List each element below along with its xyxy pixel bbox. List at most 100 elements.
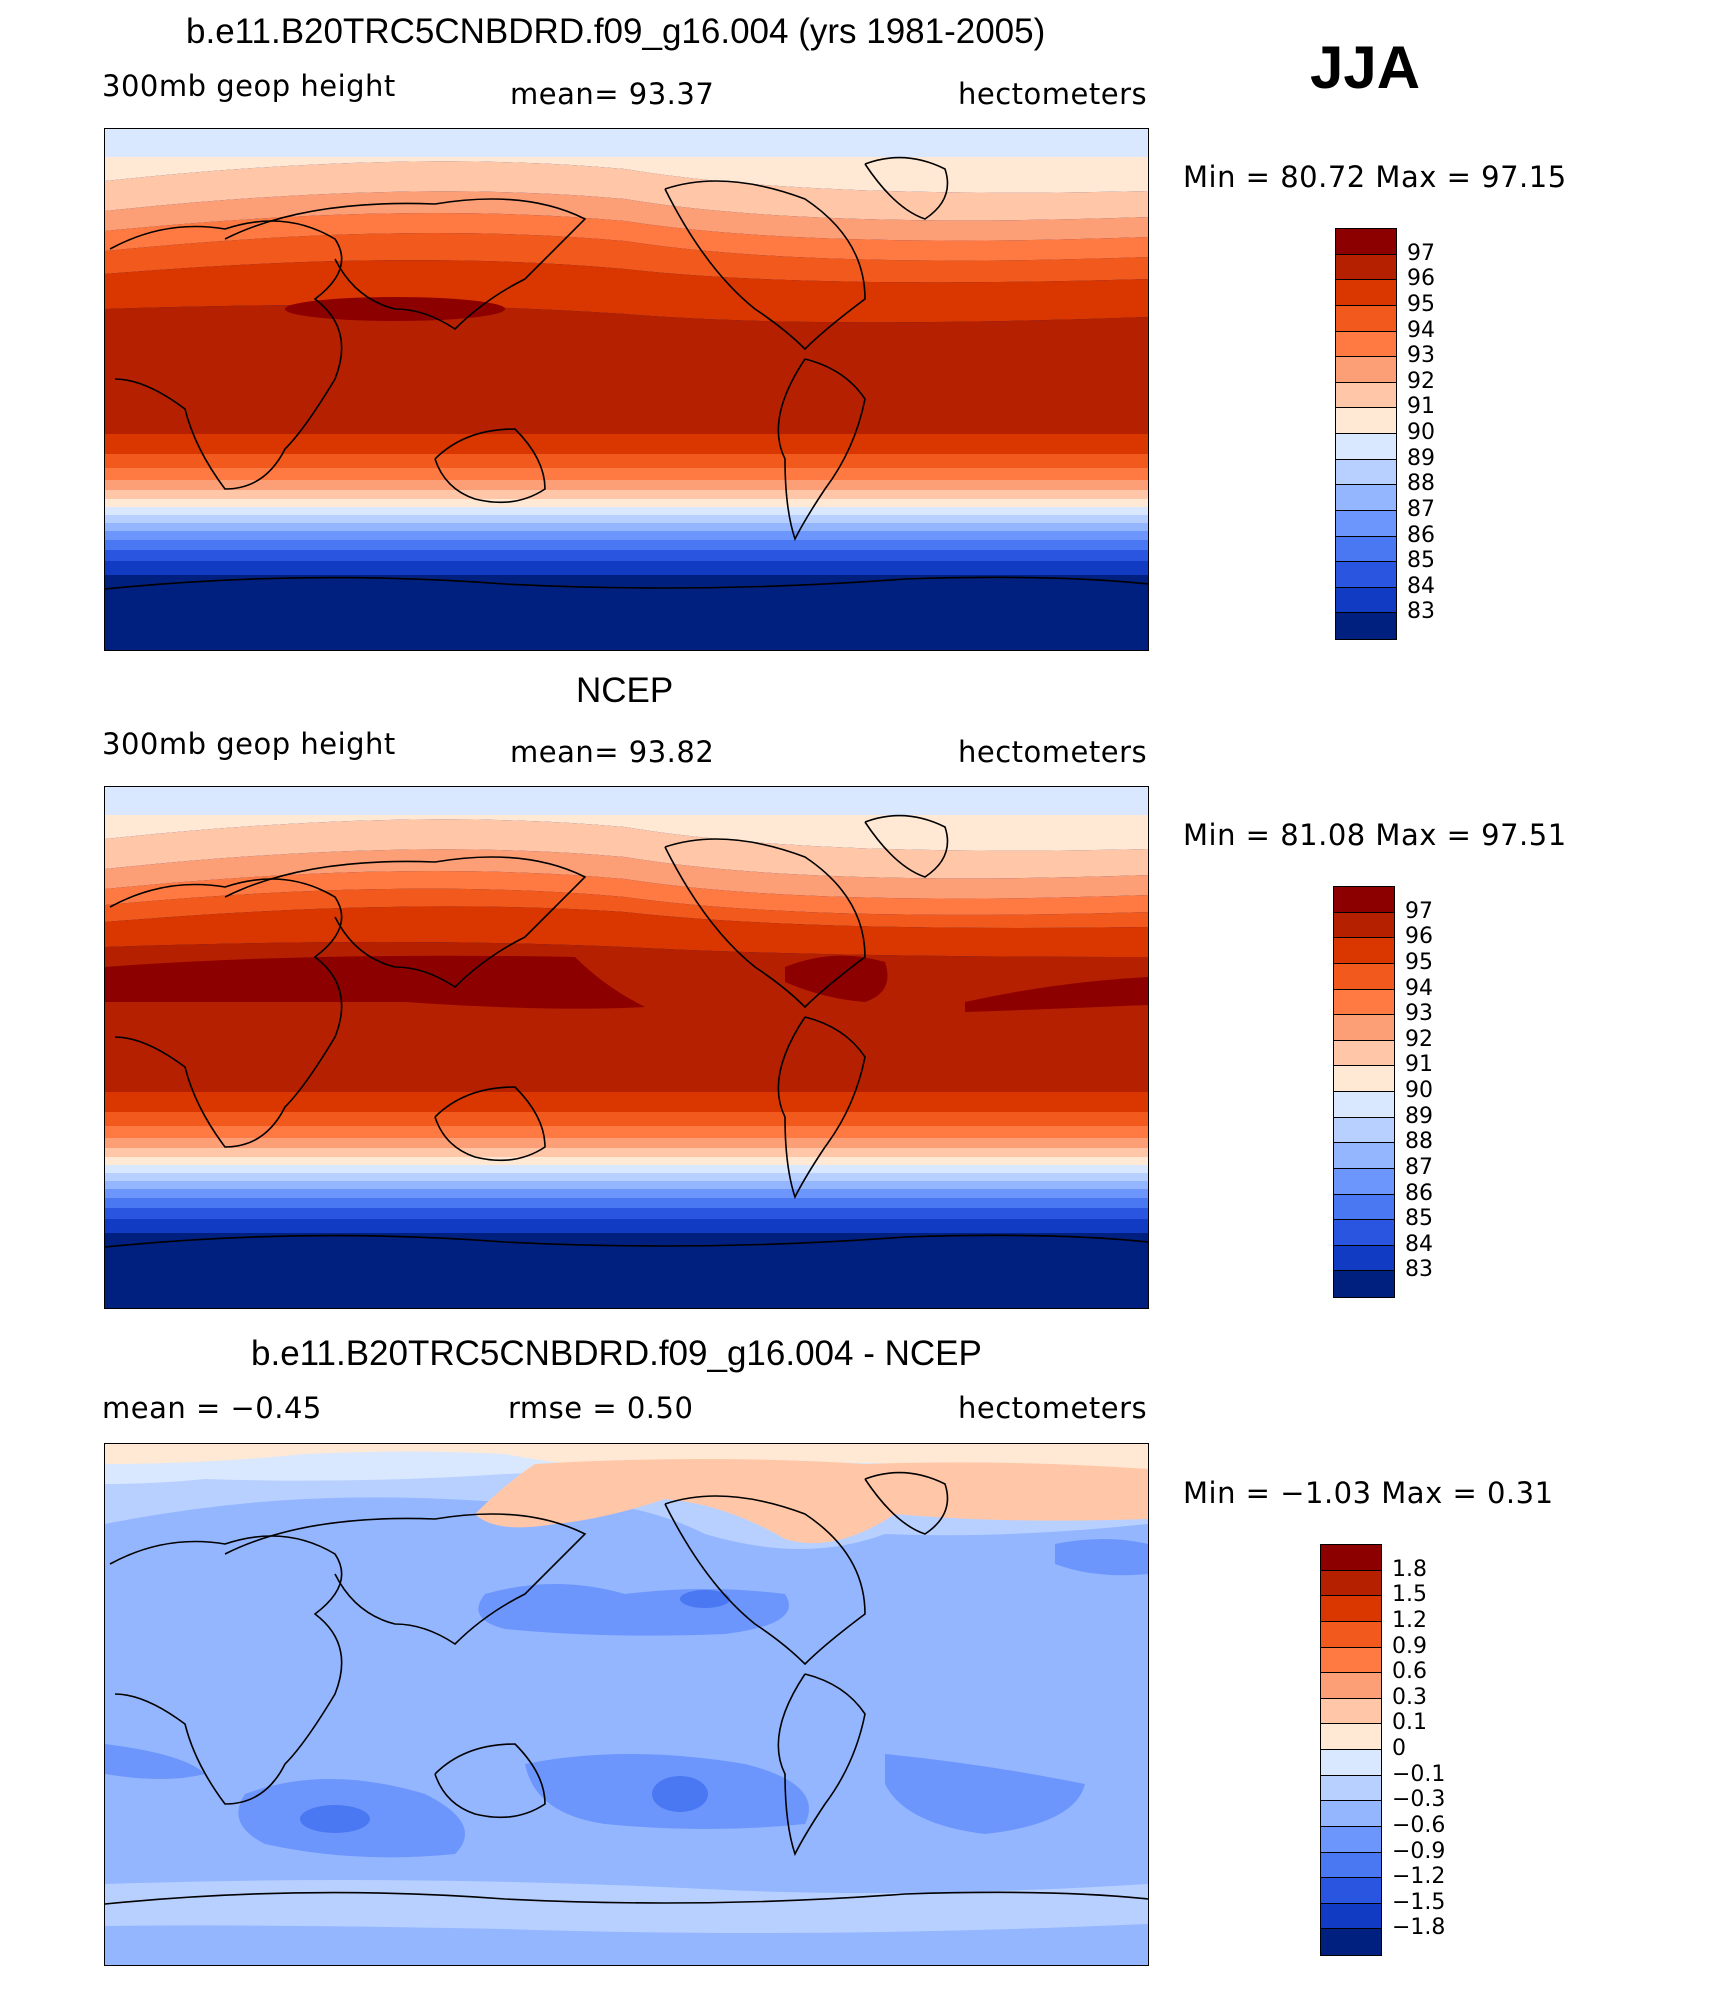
colorbar-tick-label: 86 [1405, 1180, 1433, 1206]
colorbar-segment [1321, 1596, 1381, 1622]
colorbar-tick-label: 90 [1405, 1078, 1433, 1103]
colorbar-segment [1336, 382, 1396, 409]
colorbar-segment [1336, 562, 1396, 588]
colorbar-tick-label: 85 [1407, 548, 1435, 574]
colorbar-segment [1336, 254, 1396, 281]
colorbar-segment [1336, 587, 1396, 614]
panel3-units-label: hectometers [958, 1391, 1148, 1425]
colorbar-segment [1334, 1168, 1394, 1195]
colorbar-segment [1321, 1903, 1381, 1930]
colorbar-tick-label: 94 [1405, 975, 1433, 1001]
colorbar-tick-label: −0.3 [1392, 1787, 1446, 1813]
colorbar-segment [1321, 1852, 1381, 1879]
colorbar-segment [1321, 1545, 1381, 1571]
colorbar-tick-label: 90 [1407, 420, 1435, 445]
colorbar-segment [1336, 357, 1396, 383]
colorbar-tick-label: 96 [1407, 266, 1435, 292]
panel2-units-label: hectometers [958, 735, 1148, 769]
colorbar-segment [1336, 280, 1396, 306]
colorbar-segment [1321, 1929, 1381, 1955]
colorbar-segment [1321, 1621, 1381, 1648]
colorbar-segment [1336, 331, 1396, 358]
panel3-colorbar [1320, 1544, 1382, 1956]
colorbar-segment [1336, 229, 1396, 255]
colorbar-tick-label: 96 [1405, 924, 1433, 950]
panel1-map [104, 128, 1149, 651]
colorbar-segment [1336, 408, 1396, 434]
colorbar-segment [1334, 912, 1394, 939]
panel3-map [104, 1443, 1149, 1966]
panel2-map-field [105, 787, 1148, 1308]
colorbar-segment [1321, 1750, 1381, 1776]
colorbar-segment [1334, 989, 1394, 1016]
colorbar-segment [1321, 1801, 1381, 1827]
colorbar-tick-label: 87 [1407, 496, 1435, 522]
colorbar-tick-label: 95 [1407, 291, 1435, 317]
colorbar-tick-label: 0.6 [1392, 1659, 1427, 1685]
colorbar-tick-label: 93 [1407, 343, 1435, 369]
colorbar-tick-label: 1.5 [1392, 1582, 1427, 1608]
colorbar-segment [1321, 1724, 1381, 1750]
panel1-colorbar [1335, 228, 1397, 640]
colorbar-tick-label: 92 [1407, 368, 1435, 394]
colorbar-segment [1336, 536, 1396, 563]
colorbar-tick-label: 0.1 [1392, 1710, 1427, 1736]
colorbar-tick-label: 92 [1405, 1026, 1433, 1052]
colorbar-tick-label: 1.8 [1392, 1556, 1427, 1582]
colorbar-tick-label: 95 [1405, 949, 1433, 975]
colorbar-tick-label: −0.1 [1392, 1761, 1446, 1787]
colorbar-segment [1334, 1066, 1394, 1092]
colorbar-segment [1321, 1826, 1381, 1853]
colorbar-tick-label: 1.2 [1392, 1607, 1427, 1633]
panel2-minmax-label: Min = 81.08 Max = 97.51 [1183, 818, 1567, 852]
colorbar-tick-label: 89 [1405, 1103, 1433, 1129]
panel3-map-field [105, 1444, 1148, 1965]
colorbar-tick-label: 97 [1407, 240, 1435, 266]
colorbar-tick-label: 85 [1405, 1206, 1433, 1232]
colorbar-tick-label: −0.6 [1392, 1812, 1446, 1838]
panel3-title: b.e11.B20TRC5CNBDRD.f09_g16.004 - NCEP [251, 1334, 982, 1373]
panel2-title: NCEP [576, 671, 674, 710]
colorbar-segment [1336, 510, 1396, 537]
panel3-mean-label: mean = −0.45 [102, 1391, 322, 1425]
colorbar-segment [1336, 434, 1396, 460]
colorbar-tick-label: 0.3 [1392, 1684, 1427, 1710]
colorbar-segment [1321, 1775, 1381, 1802]
panel1-mean-label: mean= 93.37 [510, 77, 715, 111]
colorbar-segment [1334, 1220, 1394, 1246]
colorbar-segment [1334, 1040, 1394, 1067]
colorbar-segment [1321, 1647, 1381, 1674]
colorbar-tick-label: 83 [1407, 599, 1435, 625]
colorbar-segment [1334, 887, 1394, 913]
colorbar-tick-label: 83 [1405, 1257, 1433, 1283]
colorbar-segment [1334, 1271, 1394, 1297]
colorbar-tick-label: 97 [1405, 898, 1433, 924]
colorbar-segment [1334, 1194, 1394, 1221]
colorbar-segment [1334, 938, 1394, 964]
colorbar-segment [1334, 1015, 1394, 1041]
colorbar-segment [1321, 1698, 1381, 1725]
colorbar-tick-label: 94 [1407, 317, 1435, 343]
colorbar-segment [1321, 1570, 1381, 1597]
season-label: JJA [1310, 34, 1421, 101]
colorbar-segment [1334, 1143, 1394, 1169]
panel3-minmax-label: Min = −1.03 Max = 0.31 [1183, 1476, 1554, 1510]
panel1-variable-label: 300mb geop height [102, 69, 396, 103]
panel2-map [104, 786, 1149, 1309]
colorbar-tick-label: −1.2 [1392, 1864, 1446, 1890]
colorbar-tick-label: 0 [1392, 1736, 1406, 1761]
colorbar-tick-label: 91 [1405, 1052, 1433, 1078]
colorbar-segment [1336, 459, 1396, 486]
colorbar-tick-label: 88 [1405, 1129, 1433, 1155]
colorbar-tick-label: −1.5 [1392, 1889, 1446, 1915]
colorbar-tick-label: 0.9 [1392, 1633, 1427, 1659]
colorbar-segment [1334, 963, 1394, 990]
colorbar-segment [1336, 305, 1396, 332]
colorbar-tick-label: 86 [1407, 522, 1435, 548]
panel3-rmse-label: rmse = 0.50 [508, 1391, 694, 1425]
panel2-colorbar [1333, 886, 1395, 1298]
colorbar-tick-label: 93 [1405, 1001, 1433, 1027]
colorbar-segment [1334, 1117, 1394, 1144]
colorbar-segment [1336, 613, 1396, 639]
colorbar-tick-label: 87 [1405, 1154, 1433, 1180]
